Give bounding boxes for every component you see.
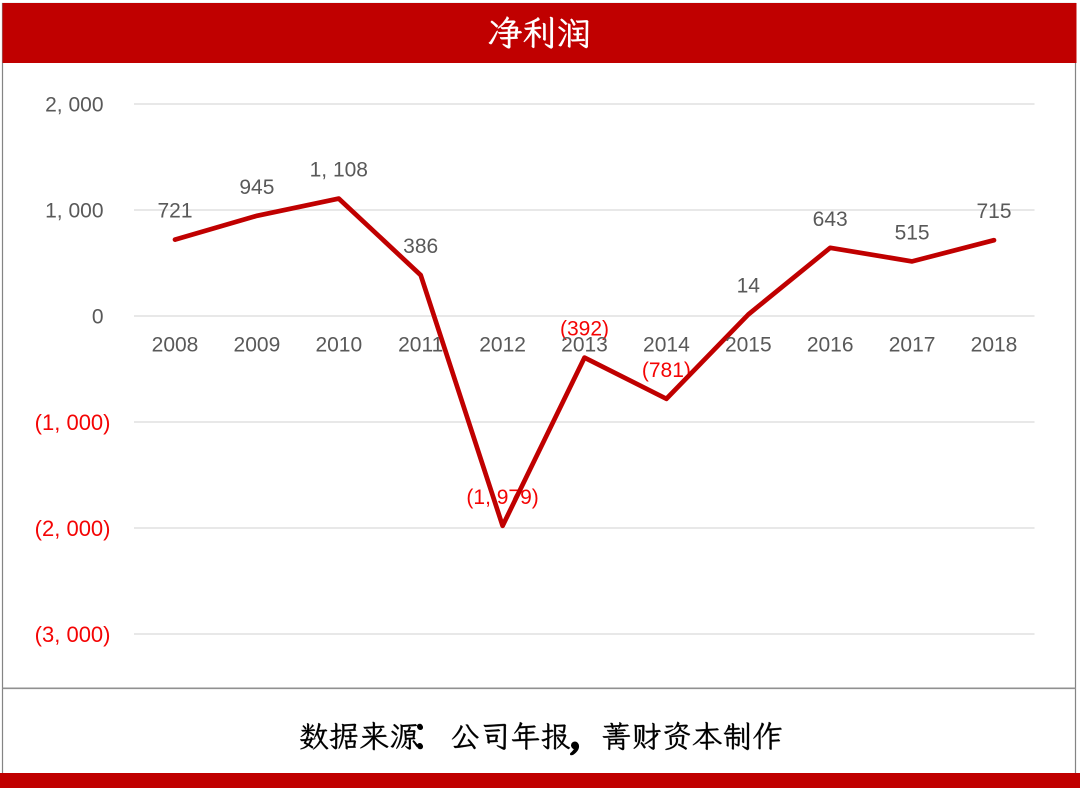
svg-text:643: 643 bbox=[813, 208, 848, 231]
svg-text:715: 715 bbox=[976, 200, 1011, 223]
svg-text:(3, 000): (3, 000) bbox=[35, 622, 111, 647]
svg-text:2008: 2008 bbox=[152, 334, 199, 357]
svg-text:2018: 2018 bbox=[971, 334, 1018, 357]
svg-text:2009: 2009 bbox=[234, 334, 281, 357]
svg-text:(781): (781) bbox=[642, 359, 691, 382]
svg-text:386: 386 bbox=[403, 235, 438, 258]
svg-text:(1, 979): (1, 979) bbox=[466, 486, 538, 509]
svg-text:2011: 2011 bbox=[398, 334, 443, 357]
svg-text:2013: 2013 bbox=[561, 334, 608, 357]
svg-text:(1, 000): (1, 000) bbox=[35, 410, 111, 435]
svg-text:2014: 2014 bbox=[643, 334, 690, 357]
svg-text:2010: 2010 bbox=[315, 334, 362, 357]
svg-text:2012: 2012 bbox=[479, 334, 526, 357]
svg-text:14: 14 bbox=[737, 275, 761, 298]
svg-text:2017: 2017 bbox=[889, 334, 936, 357]
svg-text:(2, 000): (2, 000) bbox=[35, 516, 111, 541]
svg-text:(392): (392) bbox=[560, 318, 609, 341]
svg-text:2015: 2015 bbox=[725, 334, 772, 357]
svg-text:0: 0 bbox=[92, 306, 104, 329]
svg-text:2, 000: 2, 000 bbox=[45, 94, 103, 117]
svg-text:2016: 2016 bbox=[807, 334, 854, 357]
svg-text:945: 945 bbox=[239, 176, 274, 199]
svg-text:1, 108: 1, 108 bbox=[310, 159, 368, 182]
svg-text:515: 515 bbox=[895, 221, 930, 244]
svg-text:1, 000: 1, 000 bbox=[45, 200, 103, 223]
svg-text:721: 721 bbox=[157, 200, 192, 223]
